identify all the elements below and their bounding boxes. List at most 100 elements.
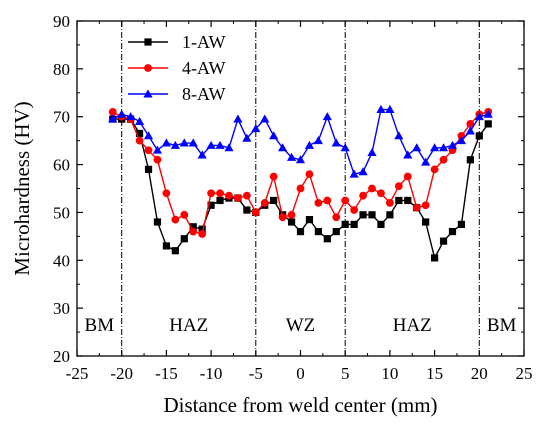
data-point-8-aw xyxy=(233,114,243,123)
data-point-8-aw xyxy=(412,143,422,152)
data-point-8-aw xyxy=(465,126,475,135)
data-point-4-aw xyxy=(403,172,412,181)
data-point-8-aw xyxy=(152,145,163,154)
data-point-8-aw xyxy=(206,140,216,149)
region-label: BM xyxy=(487,315,517,336)
data-point-1-aw xyxy=(341,220,349,228)
data-point-1-aw xyxy=(359,211,367,219)
data-point-8-aw xyxy=(358,167,368,176)
data-point-8-aw xyxy=(304,140,315,149)
data-point-8-aw xyxy=(456,136,467,145)
data-point-4-aw xyxy=(421,201,430,210)
data-point-1-aw xyxy=(153,218,162,226)
data-point-1-aw xyxy=(270,196,278,205)
data-point-8-aw xyxy=(286,152,297,161)
data-point-4-aw xyxy=(153,155,162,164)
data-point-1-aw xyxy=(296,227,305,236)
data-point-8-aw xyxy=(260,114,270,123)
x-tick-label: 25 xyxy=(516,364,533,383)
y-tick-label: 40 xyxy=(53,251,70,270)
x-tick-label: 10 xyxy=(381,364,398,383)
data-point-8-aw xyxy=(438,143,449,152)
y-tick-label: 50 xyxy=(53,203,70,222)
data-point-8-aw xyxy=(134,116,145,125)
data-point-8-aw xyxy=(278,143,288,152)
data-point-1-aw xyxy=(457,220,466,228)
data-point-1-aw xyxy=(287,218,296,226)
x-tick-label: 20 xyxy=(471,364,488,383)
legend-entry-8-aw: 8-AW xyxy=(128,84,226,104)
data-point-4-aw xyxy=(430,165,439,174)
data-point-4-aw xyxy=(314,198,323,207)
region-label: HAZ xyxy=(393,315,432,336)
data-point-8-aw xyxy=(161,138,171,147)
x-tick-label: -20 xyxy=(110,364,133,383)
data-point-4-aw xyxy=(251,208,260,217)
data-point-8-aw xyxy=(331,138,341,147)
series-line-8-aw xyxy=(112,108,489,175)
data-point-8-aw xyxy=(322,112,332,121)
legend-label-4-aw: 4-AW xyxy=(182,58,226,78)
data-point-1-aw xyxy=(189,223,197,231)
y-tick-label: 30 xyxy=(53,299,70,318)
legend-label-1-aw: 1-AW xyxy=(182,32,226,52)
data-point-4-aw xyxy=(242,191,251,200)
data-point-1-aw xyxy=(431,254,439,262)
data-point-4-aw xyxy=(466,119,475,128)
data-point-1-aw xyxy=(448,227,457,236)
data-point-8-aw xyxy=(188,138,198,147)
data-point-1-aw xyxy=(466,156,474,164)
data-point-1-aw xyxy=(422,218,430,226)
y-tick-label: 70 xyxy=(53,108,70,127)
x-tick-label: -5 xyxy=(249,364,263,383)
series-group xyxy=(108,104,493,262)
x-tick-label: -15 xyxy=(155,364,178,383)
data-point-4-aw xyxy=(439,155,448,164)
data-point-8-aw xyxy=(215,140,225,149)
x-tick-label: -25 xyxy=(66,364,89,383)
y-tick-label: 20 xyxy=(53,347,70,366)
data-point-1-aw xyxy=(314,227,322,236)
data-point-4-aw xyxy=(198,230,207,238)
data-point-1-aw xyxy=(144,165,153,173)
data-point-8-aw xyxy=(349,169,359,178)
data-point-4-aw xyxy=(386,198,394,207)
data-point-4-aw xyxy=(394,182,403,191)
data-point-4-aw xyxy=(234,194,242,202)
data-point-1-aw xyxy=(180,235,188,243)
data-point-4-aw xyxy=(225,191,233,200)
legend-marker-1-aw xyxy=(144,38,152,46)
data-point-8-aw xyxy=(224,143,234,152)
region-label: WZ xyxy=(286,315,316,336)
axis-ticks: -25 -20 -15 -10 -5 0 5 10 15 20 25 20 30 40 50 60 70 80 90 xyxy=(53,12,533,383)
data-point-8-aw xyxy=(385,104,395,113)
data-point-1-aw xyxy=(207,201,215,209)
data-point-1-aw xyxy=(243,206,251,214)
data-point-4-aw xyxy=(287,210,296,219)
data-point-1-aw xyxy=(475,132,483,140)
legend-marker-8-aw xyxy=(143,89,153,98)
series-line-4-aw xyxy=(112,111,489,235)
data-point-8-aw xyxy=(421,157,431,166)
data-point-4-aw xyxy=(216,189,224,198)
data-point-8-aw xyxy=(483,109,493,118)
data-point-1-aw xyxy=(404,196,412,205)
data-point-1-aw xyxy=(350,220,358,228)
data-point-4-aw xyxy=(296,184,305,193)
data-point-4-aw xyxy=(162,189,171,198)
y-tick-label: 90 xyxy=(53,12,70,31)
data-point-4-aw xyxy=(260,198,269,207)
data-point-8-aw xyxy=(474,112,484,121)
data-point-4-aw xyxy=(350,206,359,214)
data-point-4-aw xyxy=(412,203,421,212)
data-point-4-aw xyxy=(332,213,341,222)
data-point-4-aw xyxy=(180,210,189,219)
data-point-1-aw xyxy=(171,247,179,255)
region-labels: BM HAZ WZ HAZ BM xyxy=(85,315,517,336)
data-point-8-aw xyxy=(367,148,377,157)
data-point-8-aw xyxy=(197,150,207,159)
y-tick-label: 80 xyxy=(53,60,70,79)
data-point-8-aw xyxy=(170,140,180,149)
data-point-8-aw xyxy=(242,133,252,142)
data-point-4-aw xyxy=(341,196,350,205)
